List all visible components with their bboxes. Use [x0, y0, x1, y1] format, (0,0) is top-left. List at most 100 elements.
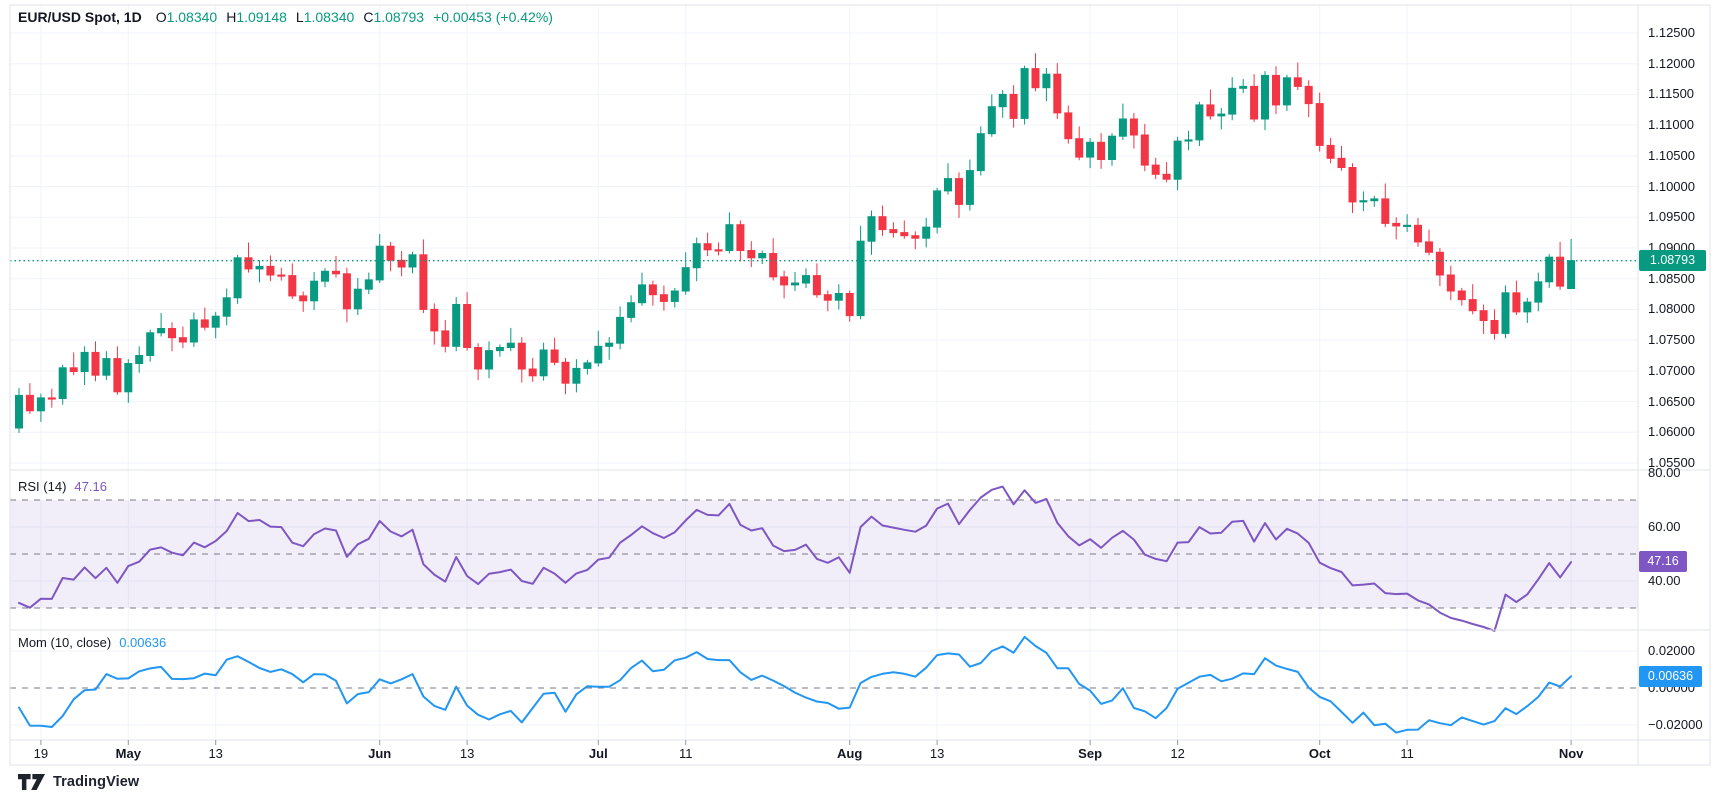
candle-body [1348, 167, 1357, 203]
attribution[interactable]: TradingView [18, 774, 139, 790]
candle-body [1151, 164, 1160, 175]
candle-body [1293, 77, 1302, 87]
mom-tick-label: 0.02000 [1648, 643, 1695, 658]
candle-body [58, 367, 67, 399]
candle-body [1534, 281, 1543, 303]
candle-body [1250, 85, 1259, 120]
candle-body [200, 319, 209, 328]
time-tick-label: May [115, 746, 141, 761]
price-tick-label: 1.07000 [1648, 362, 1695, 378]
candle-body [758, 253, 767, 259]
candle-body [1414, 224, 1422, 243]
candle-body [747, 250, 756, 259]
candle-body [430, 308, 439, 332]
candle-body [1468, 299, 1477, 312]
tradingview-logo-icon [18, 774, 45, 790]
candle-body [69, 367, 78, 372]
time-tick-label: Jun [368, 746, 392, 761]
candle-body [419, 254, 428, 310]
candle-body [1556, 256, 1565, 287]
ohlc-item: H1.09148 [226, 9, 287, 25]
candle-body [648, 284, 657, 296]
candle-body [681, 267, 690, 292]
candle-body [1195, 104, 1204, 141]
ohlc-item: C1.08793 [363, 9, 424, 25]
price-tick-label: 1.05500 [1648, 455, 1695, 470]
rsi-tick-label: 60.00 [1648, 519, 1681, 534]
candle-body [47, 397, 56, 400]
candle-body [987, 106, 996, 135]
candle-body [583, 362, 592, 369]
candle-body [1512, 292, 1521, 313]
candle-body [1031, 68, 1040, 89]
candle-body [178, 337, 187, 343]
candle-body [1075, 138, 1084, 158]
candle-body [1217, 113, 1226, 117]
candle-body [1272, 74, 1280, 106]
chart-canvas[interactable] [0, 0, 1723, 768]
price-tick-label: 1.07500 [1648, 332, 1695, 348]
candle-body [703, 243, 712, 251]
candle-body [1501, 292, 1510, 334]
candle-body [955, 178, 963, 205]
rsi-line [18, 485, 1573, 632]
candle-body [310, 280, 319, 302]
candle-body [528, 368, 537, 377]
time-tick-label: Oct [1308, 746, 1331, 761]
candle-body [812, 275, 821, 296]
price-tick-label: 1.08500 [1648, 270, 1695, 286]
candle-body [736, 224, 745, 251]
ohlc-value: 1.09148 [236, 9, 287, 25]
candle-body [1381, 198, 1390, 224]
candle-body [1392, 222, 1401, 227]
candle-body [157, 328, 166, 334]
mom-tick-label: −0.02000 [1648, 717, 1703, 732]
candle-body [1086, 141, 1095, 158]
candle-body [91, 351, 100, 376]
candle-body [1239, 85, 1248, 89]
candle-body [889, 229, 898, 234]
price-tick-label: 1.12500 [1648, 25, 1695, 40]
rsi-label: RSI (14) [18, 479, 67, 494]
symbol-title[interactable]: EUR/USD Spot, 1D [18, 9, 142, 25]
candle-body [102, 358, 111, 376]
price-tick-label: 1.06500 [1648, 393, 1695, 409]
chart-border [9, 4, 1711, 766]
candle-body [495, 347, 504, 352]
candle-body [714, 249, 723, 252]
candle-body [135, 355, 144, 364]
candle-body [616, 316, 625, 344]
candle-body [1523, 301, 1532, 313]
candle-body [911, 235, 920, 239]
candle-body [386, 245, 395, 261]
candle-body [211, 315, 220, 328]
time-tick-label: 13 [208, 746, 223, 761]
rsi-legend[interactable]: RSI (14) 47.16 [18, 479, 107, 494]
time-tick-label: 12 [1170, 746, 1185, 761]
candle-body [780, 276, 789, 286]
price-tick-label: 1.10500 [1648, 147, 1695, 163]
candle-body [321, 270, 329, 282]
ohlc-key: C [363, 9, 374, 25]
rsi-value-badge: 47.16 [1639, 551, 1687, 572]
candle-body [1140, 134, 1149, 166]
momentum-legend[interactable]: Mom (10, close) 0.00636 [18, 635, 166, 650]
candle-body [222, 297, 231, 317]
candle-body [878, 216, 887, 231]
momentum-label: Mom (10, close) [18, 635, 112, 650]
ohlc-item: L1.08340 [296, 9, 354, 25]
ohlc-key: O [155, 9, 167, 25]
candle-body [1118, 118, 1127, 137]
candle-body [922, 226, 931, 239]
ohlc-key: H [226, 9, 237, 25]
candle-body [277, 274, 286, 277]
candle-body [1567, 260, 1576, 290]
candle-body [244, 257, 253, 270]
candle-body [1479, 310, 1488, 322]
candle-body [189, 319, 198, 343]
candle-body [1261, 74, 1269, 120]
candle-body [1108, 135, 1116, 160]
candle-body [627, 302, 636, 318]
candle-body [80, 351, 89, 372]
candle-body [1162, 173, 1171, 180]
